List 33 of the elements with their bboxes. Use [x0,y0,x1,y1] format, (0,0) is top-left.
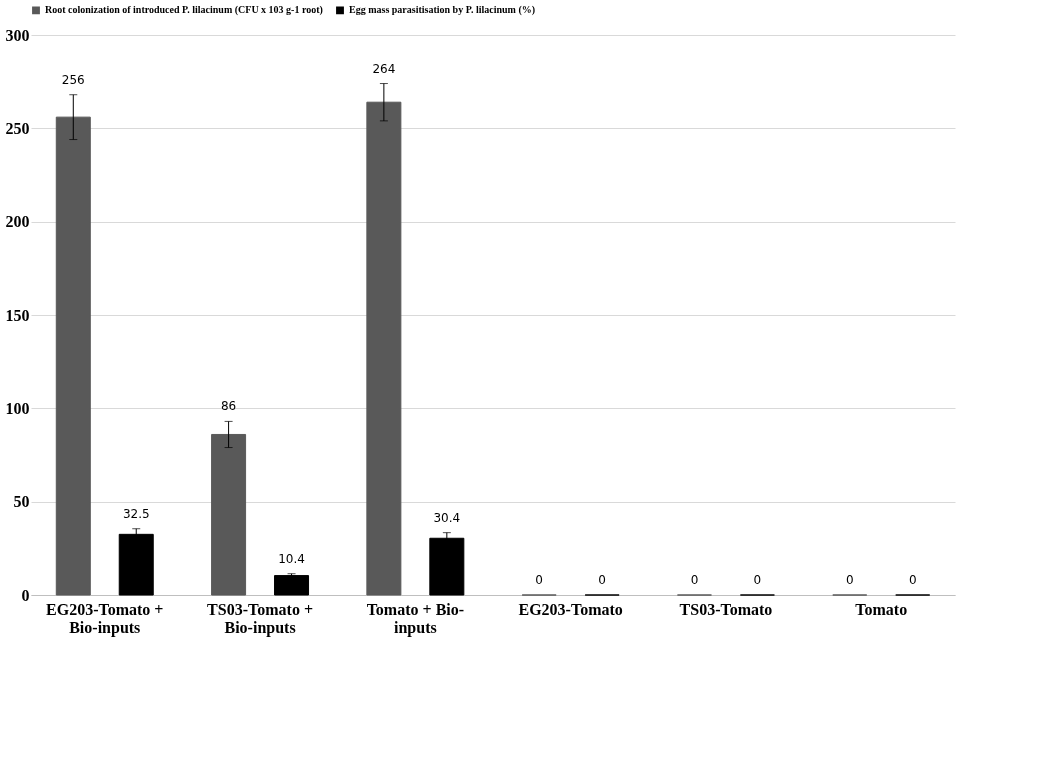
x-tick-label: TS03-Tomato + Bio-inputs [207,600,313,637]
x-tick-label: Tomato [855,600,908,618]
bar [55,116,91,596]
x-tick-label: EG203-Tomato [518,600,623,618]
x-tick-label: EG203-Tomato + Bio-inputs [46,600,164,637]
data-label: 0 [845,573,854,587]
data-label: 10.4 [278,551,305,566]
bar [366,101,402,596]
y-tick-label: 200 [5,213,30,231]
data-label: 0 [535,573,543,587]
y-tick-label: 250 [5,119,30,137]
data-label: 0 [598,573,606,587]
data-label: 32.5 [122,506,150,521]
y-tick-label: 50 [13,493,30,511]
legend-label: Egg mass parasitisation by P. lilacinum (%) [349,4,536,17]
legend-label: Root colonization of introduced P. lilacinum (CFU x 103 g-1 root) [45,4,323,17]
bar [274,575,310,596]
data-label: 0 [690,573,699,587]
bar [118,533,154,596]
y-tick-label: 0 [21,586,30,604]
data-label: 0 [753,573,762,587]
bar [211,433,247,596]
data-label: 264 [372,61,396,76]
data-label: 86 [220,399,237,414]
bar [429,537,465,596]
data-label: 0 [908,573,917,587]
x-tick-label: TS03-Tomato [679,600,773,618]
y-tick-label: 300 [5,26,30,44]
data-label: 30.4 [433,510,461,525]
y-tick-label: 100 [5,399,30,417]
y-tick-label: 150 [5,306,30,324]
x-tick-label: Tomato + Bio-inputs [366,600,465,637]
data-label: 256 [61,72,85,87]
